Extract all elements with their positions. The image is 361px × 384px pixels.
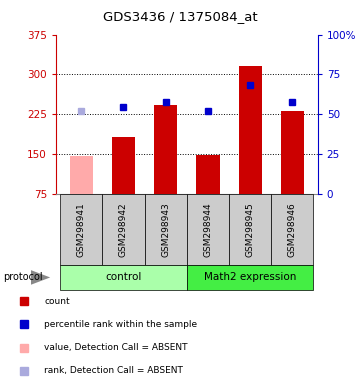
Bar	[70, 156, 93, 194]
Bar	[154, 105, 177, 194]
Text: rank, Detection Call = ABSENT: rank, Detection Call = ABSENT	[44, 366, 183, 375]
Polygon shape	[31, 270, 50, 285]
Bar	[196, 155, 219, 194]
Text: Math2 expression: Math2 expression	[204, 272, 296, 283]
Text: percentile rank within the sample: percentile rank within the sample	[44, 320, 197, 329]
Text: protocol: protocol	[4, 272, 43, 283]
Text: GSM298945: GSM298945	[245, 202, 255, 257]
Text: GSM298943: GSM298943	[161, 202, 170, 257]
Text: GSM298941: GSM298941	[77, 202, 86, 257]
Bar	[239, 66, 262, 194]
Text: GSM298944: GSM298944	[204, 202, 212, 257]
Bar	[103, 194, 145, 265]
Bar	[60, 265, 187, 290]
Bar	[145, 194, 187, 265]
Bar	[112, 137, 135, 194]
Bar	[229, 194, 271, 265]
Bar	[60, 194, 103, 265]
Text: GDS3436 / 1375084_at: GDS3436 / 1375084_at	[103, 10, 258, 23]
Bar	[187, 194, 229, 265]
Text: GSM298946: GSM298946	[288, 202, 297, 257]
Text: value, Detection Call = ABSENT: value, Detection Call = ABSENT	[44, 343, 188, 352]
Text: control: control	[105, 272, 142, 283]
Bar	[281, 111, 304, 194]
Text: GSM298942: GSM298942	[119, 202, 128, 257]
Bar	[271, 194, 313, 265]
Text: count: count	[44, 297, 70, 306]
Bar	[187, 265, 313, 290]
